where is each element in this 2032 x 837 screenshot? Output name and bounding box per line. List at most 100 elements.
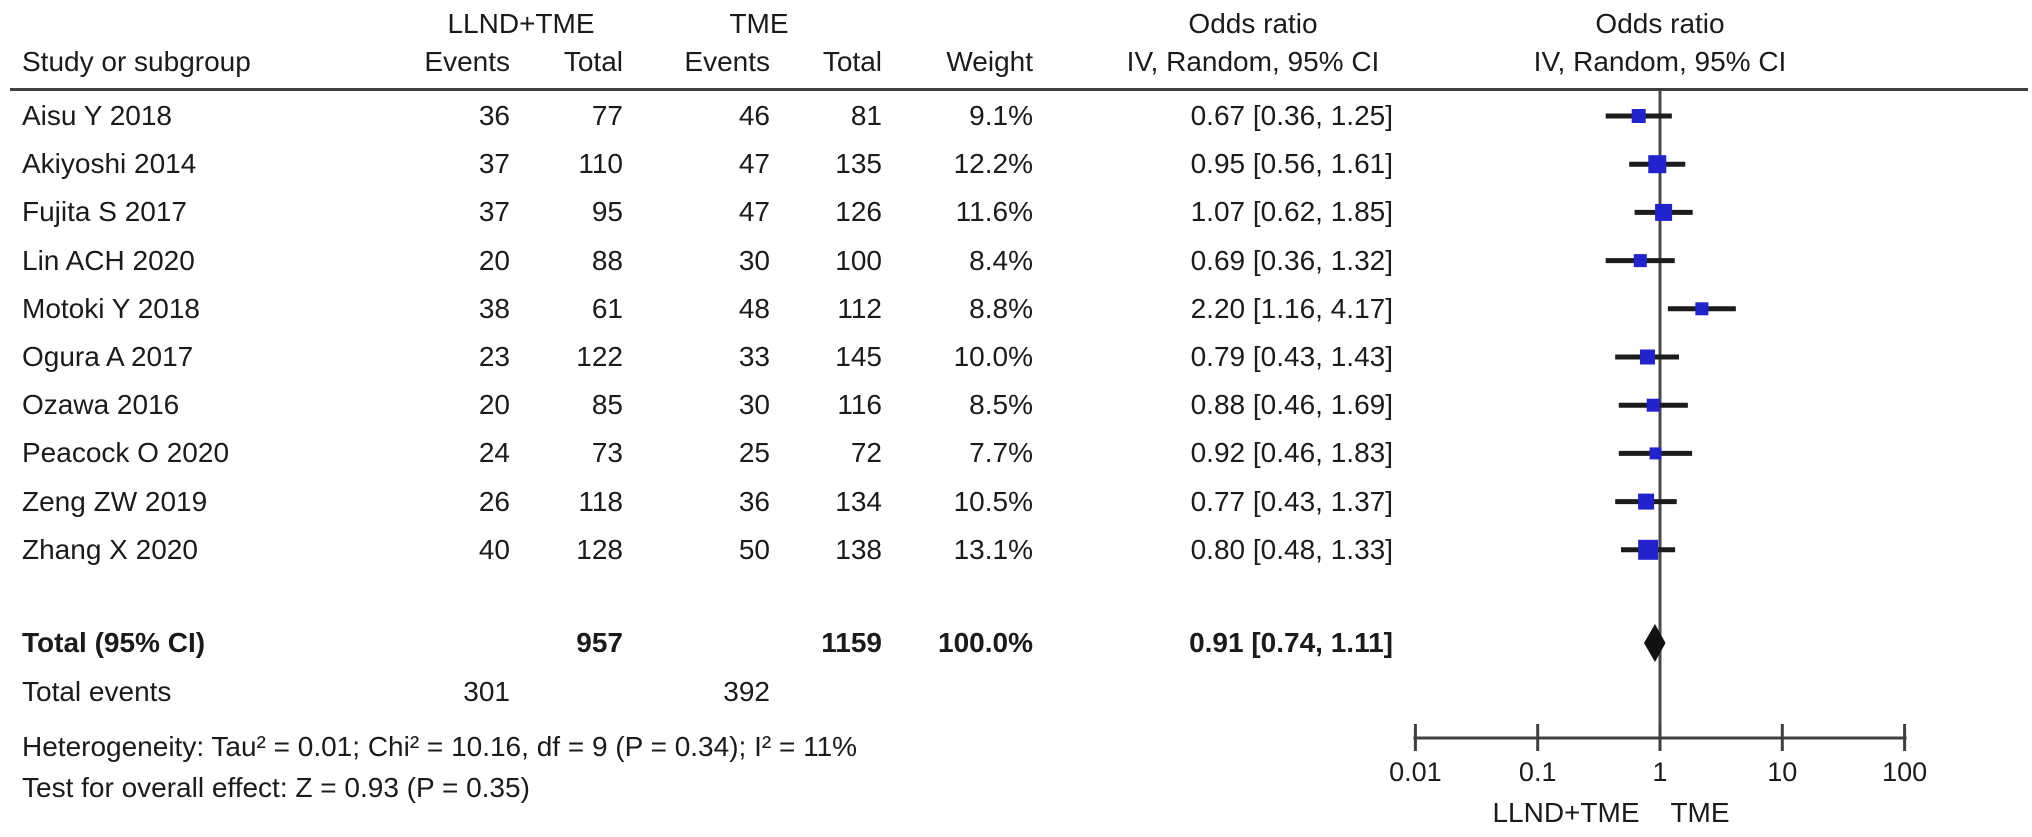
axis-tick-label: 0.1 <box>1519 757 1557 787</box>
weight-cell: 8.4% <box>969 245 1033 276</box>
or-ci-cell: 1.07 [0.62, 1.85] <box>1190 196 1393 227</box>
axis-tick-label: 10 <box>1767 757 1797 787</box>
study-name: Aisu Y 2018 <box>22 100 172 131</box>
study-name: Zeng ZW 2019 <box>22 486 208 517</box>
events2-cell: 47 <box>738 148 770 179</box>
total2-cell: 116 <box>837 389 882 420</box>
or-ci-cell: 0.69 [0.36, 1.32] <box>1190 245 1393 276</box>
events2-cell: 46 <box>738 100 770 131</box>
total-group2-n: 1159 <box>821 627 882 658</box>
events1-cell: 20 <box>478 245 510 276</box>
favours-left-label: LLND+TME <box>1492 797 1639 828</box>
overall-effect-text: Test for overall effect: Z = 0.93 (P = 0… <box>22 772 530 803</box>
or-marker <box>1638 493 1655 510</box>
total2-cell: 145 <box>835 341 882 372</box>
or-ci-cell: 0.77 [0.43, 1.37] <box>1190 486 1393 517</box>
total1-cell: 128 <box>576 534 623 565</box>
favours-right-label: TME <box>1670 797 1729 828</box>
or-ci-cell: 0.92 [0.46, 1.83] <box>1190 437 1393 468</box>
study-name: Akiyoshi 2014 <box>22 148 197 179</box>
group2-header: TME <box>729 8 789 39</box>
total-events-group2: 392 <box>723 676 770 707</box>
summary-diamond <box>1644 624 1666 662</box>
events2-cell: 25 <box>738 437 770 468</box>
events1-cell: 26 <box>478 486 510 517</box>
events1-cell: 24 <box>478 437 510 468</box>
or-marker <box>1646 398 1660 412</box>
events2-cell: 30 <box>738 245 770 276</box>
or-ci-cell: 0.67 [0.36, 1.25] <box>1190 100 1393 131</box>
group1-total-header: Total <box>563 46 623 77</box>
axis-tick-label: 0.01 <box>1389 757 1442 787</box>
or-ci-cell: 0.88 [0.46, 1.69] <box>1190 389 1393 420</box>
events1-cell: 40 <box>478 534 510 565</box>
total1-cell: 95 <box>591 196 623 227</box>
events2-cell: 30 <box>738 389 770 420</box>
events1-cell: 37 <box>478 148 510 179</box>
plot-column-header-line2: IV, Random, 95% CI <box>1533 46 1787 77</box>
group1-events-header: Events <box>424 46 510 77</box>
total1-cell: 110 <box>578 148 623 179</box>
total1-cell: 88 <box>591 245 623 276</box>
weight-cell: 8.8% <box>969 293 1033 324</box>
total2-cell: 135 <box>835 148 882 179</box>
total2-cell: 138 <box>835 534 882 565</box>
weight-cell: 8.5% <box>969 389 1033 420</box>
total-or-ci: 0.91 [0.74, 1.11] <box>1189 627 1393 658</box>
weight-cell: 9.1% <box>969 100 1033 131</box>
or-marker <box>1639 349 1655 365</box>
events1-cell: 37 <box>478 196 510 227</box>
group1-header: LLND+TME <box>447 8 595 39</box>
plot-column-header-line1: Odds ratio <box>1595 8 1725 39</box>
or-column-header-line1: Odds ratio <box>1188 8 1318 39</box>
events2-cell: 33 <box>738 341 770 372</box>
events2-cell: 48 <box>738 293 770 324</box>
total-weight: 100.0% <box>938 627 1033 658</box>
or-ci-cell: 0.79 [0.43, 1.43] <box>1190 341 1393 372</box>
events2-cell: 47 <box>738 196 770 227</box>
events1-cell: 20 <box>478 389 510 420</box>
heterogeneity-text: Heterogeneity: Tau² = 0.01; Chi² = 10.16… <box>22 731 858 762</box>
axis-tick-label: 100 <box>1882 757 1927 787</box>
study-name: Ozawa 2016 <box>22 389 180 420</box>
events2-cell: 36 <box>738 486 770 517</box>
or-marker <box>1638 539 1659 560</box>
total1-cell: 118 <box>578 486 623 517</box>
study-name: Peacock O 2020 <box>22 437 230 468</box>
total1-cell: 61 <box>591 293 623 324</box>
study-column-header: Study or subgroup <box>22 46 251 77</box>
or-marker <box>1648 155 1667 174</box>
total2-cell: 100 <box>835 245 882 276</box>
header-divider <box>10 88 2028 91</box>
weight-cell: 12.2% <box>953 148 1033 179</box>
study-name: Lin ACH 2020 <box>22 245 195 276</box>
or-marker <box>1633 254 1647 268</box>
total1-cell: 122 <box>576 341 623 372</box>
total-events-label: Total events <box>22 676 172 707</box>
events2-cell: 50 <box>738 534 770 565</box>
or-marker <box>1695 302 1709 316</box>
total2-cell: 112 <box>837 293 882 324</box>
study-name: Ogura A 2017 <box>22 341 194 372</box>
group2-total-header: Total <box>822 46 882 77</box>
total1-cell: 85 <box>591 389 623 420</box>
total2-cell: 134 <box>835 486 882 517</box>
total2-cell: 81 <box>850 100 882 131</box>
study-name: Zhang X 2020 <box>22 534 198 565</box>
or-marker <box>1631 109 1646 123</box>
weight-cell: 11.6% <box>955 196 1033 227</box>
weight-cell: 7.7% <box>969 437 1033 468</box>
events1-cell: 38 <box>478 293 510 324</box>
study-name: Fujita S 2017 <box>22 196 187 227</box>
total1-cell: 73 <box>591 437 623 468</box>
or-ci-cell: 0.80 [0.48, 1.33] <box>1190 534 1393 565</box>
weight-cell: 10.0% <box>953 341 1033 372</box>
or-marker <box>1649 447 1662 460</box>
study-name: Motoki Y 2018 <box>22 293 200 324</box>
events1-cell: 23 <box>478 341 510 372</box>
total2-cell: 126 <box>835 196 882 227</box>
or-ci-cell: 0.95 [0.56, 1.61] <box>1190 148 1393 179</box>
weight-cell: 10.5% <box>953 486 1033 517</box>
